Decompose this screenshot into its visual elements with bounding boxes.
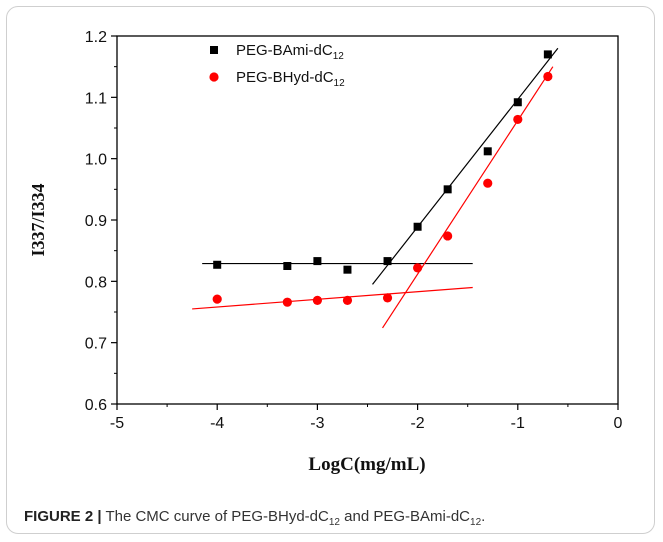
y-tick-label: 1.1: [85, 90, 107, 107]
point-circle: [483, 178, 493, 188]
point-square: [483, 147, 492, 156]
y-axis-title: I337/I334: [28, 183, 48, 256]
plot-area: [116, 35, 619, 405]
point-circle: [513, 114, 523, 125]
x-axis-ticks: -5 -4 -3 -2 -1 0: [110, 404, 623, 432]
point-circle: [413, 263, 423, 273]
y-tick-label: 0.7: [85, 336, 107, 353]
y-tick-label: 0.9: [85, 213, 107, 230]
point-circle: [282, 297, 292, 307]
legend-marker-circle: [209, 72, 219, 82]
point-square: [383, 257, 392, 266]
y-tick-label: 0.8: [85, 274, 107, 291]
point-square: [343, 265, 352, 274]
point-square: [213, 260, 222, 269]
legend-label: PEG-BHyd-dC12: [236, 69, 345, 89]
caption-sub-2: 12: [470, 517, 482, 528]
point-square: [413, 222, 422, 231]
point-square: [513, 98, 522, 107]
fit-lines: [192, 47, 559, 329]
point-circle: [312, 295, 322, 305]
legend-label-sub: 12: [334, 78, 346, 89]
point-circle: [382, 293, 393, 303]
point-circle: [443, 231, 453, 241]
x-tick-label: 0: [614, 415, 623, 432]
point-square: [313, 257, 322, 266]
caption-label: FIGURE 2 |: [24, 508, 102, 525]
point-square: [443, 185, 452, 194]
x-tick-label: -1: [511, 415, 525, 432]
fit-line: [372, 47, 559, 285]
data-points: [212, 50, 553, 307]
x-tick-label: -4: [210, 415, 224, 432]
legend-label: PEG-BAmi-dC12: [236, 42, 344, 62]
caption-text-2: and PEG-BAmi-dC: [339, 508, 471, 525]
y-tick-label: 1.0: [85, 152, 107, 169]
caption-text-1: The CMC curve of PEG-BHyd-dC: [101, 508, 329, 525]
x-tick-label: -5: [110, 415, 124, 432]
y-tick-label: 0.6: [85, 397, 107, 414]
point-square: [283, 262, 292, 270]
x-tick-label: -2: [410, 415, 424, 432]
point-circle: [543, 71, 553, 82]
legend-label-sub: 12: [333, 51, 345, 62]
x-tick-label: -3: [310, 415, 324, 432]
y-tick-label: 1.2: [85, 29, 107, 46]
figure-caption: FIGURE 2 | The CMC curve of PEG-BHyd-dC1…: [24, 508, 644, 528]
cmc-chart: -5 -4 -3 -2 -1 0 0.6 0.7 0.8 0.9 1.0 1.1 1.2 LogC(m…: [28, 29, 623, 475]
fit-line: [192, 286, 473, 310]
x-axis-title: LogC(mg/mL): [308, 454, 425, 475]
fit-line: [382, 66, 554, 329]
point-circle: [342, 295, 353, 305]
caption-sub-1: 12: [328, 517, 340, 528]
y-axis-ticks: 0.6 0.7 0.8 0.9 1.0 1.1 1.2: [85, 29, 117, 414]
caption-text-3: .: [481, 508, 486, 525]
legend-marker-square: [210, 46, 218, 54]
legend-label-main: PEG-BHyd-dC: [236, 69, 334, 86]
point-square: [543, 50, 552, 59]
point-circle: [212, 294, 222, 304]
legend-label-main: PEG-BAmi-dC: [236, 42, 333, 59]
figure-frame: [6, 6, 655, 534]
